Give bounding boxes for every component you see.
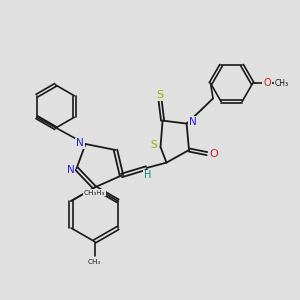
Text: N: N — [67, 165, 74, 175]
Text: O: O — [209, 148, 218, 159]
Text: O: O — [263, 78, 271, 88]
Text: S: S — [151, 140, 157, 150]
Text: N: N — [76, 138, 84, 148]
Text: S: S — [157, 90, 164, 100]
Text: N: N — [189, 117, 196, 127]
Text: CH₃: CH₃ — [83, 190, 97, 196]
Text: CH₃: CH₃ — [92, 190, 106, 196]
Text: H: H — [144, 170, 152, 181]
Text: CH₃: CH₃ — [88, 260, 101, 266]
Text: CH₃: CH₃ — [275, 79, 289, 88]
